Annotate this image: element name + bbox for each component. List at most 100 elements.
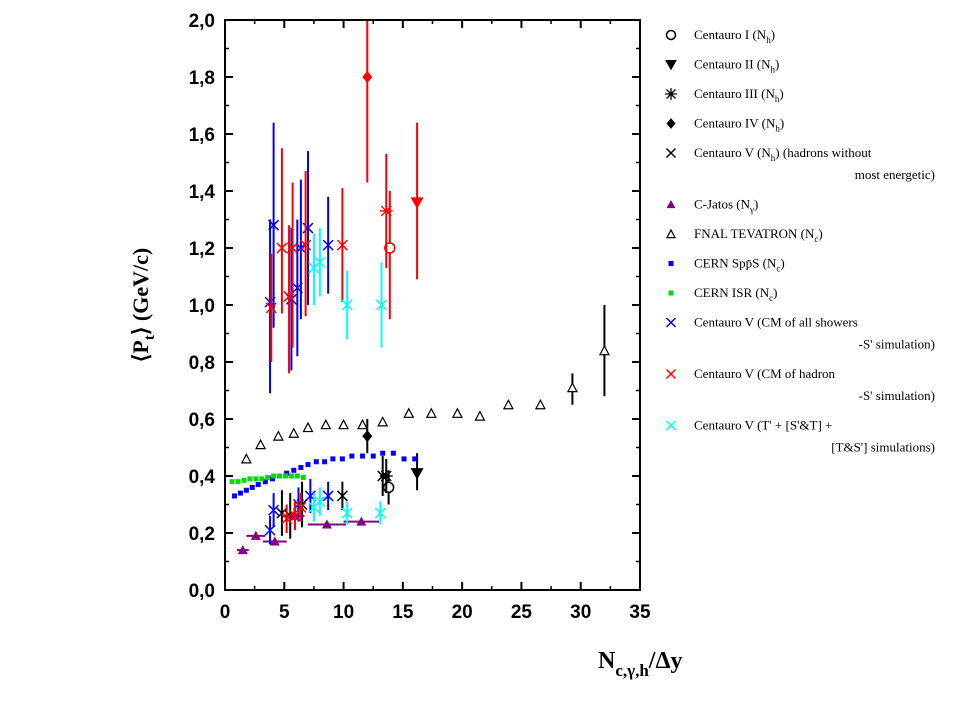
data-point [259,476,265,482]
data-point [237,490,243,496]
data-point [362,71,373,83]
y-tick-label: 1,0 [189,296,215,317]
x-tick-label: 10 [333,602,354,623]
legend-label-main: CERN Spp̄S (N [694,256,777,271]
legend-label-main: Centauro V (CM of hadron [694,366,836,381]
data-point [322,490,334,502]
y-axis-title-sub: t [142,335,158,340]
data-point [321,519,332,529]
x-axis-title-tail: /Δy [648,648,683,674]
legend-label-tail: ) [780,116,784,131]
data-point [295,501,307,513]
legend-label-sub: h [771,65,776,75]
y-tick-label: 0,0 [189,581,215,602]
legend-label-main: Centauro II (N [694,57,771,72]
legend-label-sub: c [814,234,818,244]
data-point [269,476,275,482]
data-point [410,197,424,209]
data-point [269,536,280,546]
data-point [229,479,235,485]
legend-label: CERN Spp̄S (Nc) [694,256,785,274]
data-point [271,473,277,479]
legend-marker [665,420,677,431]
plot-area [229,20,610,555]
data-point [451,407,463,418]
legend-label-tail: ) [780,256,784,271]
data-point [272,430,284,441]
data-point [235,479,241,485]
legend-marker [668,261,674,266]
legend-marker [666,200,676,209]
data-point [250,530,261,540]
data-point [287,242,299,254]
legend-label-tail: ) (hadrons without [775,145,871,160]
data-point [403,407,415,418]
legend-label-main: Centauro I (N [694,27,767,42]
data-point [322,459,328,465]
x-axis-title: Nc,γ,h/Δy [598,648,683,680]
legend-label-line2: -S' simulation) [859,388,935,403]
legend-item: Centauro V (Nh) (hadrons without most ene… [665,145,935,182]
data-point [231,493,237,499]
data-point [379,469,393,483]
legend-item: CERN ISR (Nc) [668,285,777,303]
data-point [265,302,277,314]
data-point [338,418,350,430]
data-point [247,476,253,482]
legend-item: Centauro IV (Nh) [666,116,784,134]
legend-label-sub: h [766,35,771,45]
legend-item: C-Jatos (Nγ) [666,197,758,215]
legend-marker [665,29,677,41]
data-point [313,459,319,465]
data-point [374,507,386,519]
legend-label-sub: γ [749,205,754,215]
legend-label-tail: ) [818,226,822,241]
data-point [300,474,306,480]
data-point [382,481,395,494]
x-axis-title-sub: c,γ,h [615,661,649,680]
legend-label: Centauro V (CM of all showers [694,315,858,330]
data-point [276,242,288,254]
x-tick-label: 0 [220,602,231,623]
legend-item: Centauro V (T' + [S'&T] + [T&S'] simulati… [665,418,935,455]
legend-label-sub: h [775,94,780,104]
legend-label: Centauro III (Nh) [694,86,784,104]
data-point [336,239,348,251]
data-point [305,462,311,468]
legend-item: Centauro V (CM of all showers-S' simulat… [665,315,935,352]
legend-label-tail: ) [754,197,758,212]
legend-label-tail: ) [775,57,779,72]
data-point [322,239,334,251]
legend-label-line2: -S' simulation) [859,337,935,352]
legend-marker [665,88,677,100]
legend-label-main: Centauro V (CM of all showers [694,315,858,330]
data-point [341,507,353,519]
data-point [241,477,247,483]
legend-label-sub: h [775,124,780,134]
data-point [265,474,271,480]
legend-label: Centauro IV (Nh) [694,116,784,134]
legend-label: CERN ISR (Nc) [694,285,777,303]
data-point [534,398,546,410]
legend-item: Centauro II (Nh) [665,57,779,75]
y-tick-label: 1,6 [189,125,215,146]
data-point [268,504,280,516]
legend-label-main: Centauro III (N [694,86,775,101]
data-point [320,418,332,430]
data-point [356,516,367,526]
y-axis-title: ⟨Pt⟩ (GeV/c) [128,248,158,362]
data-point [298,464,304,470]
y-tick-label: 0,6 [189,410,215,431]
legend-label: Centauro V (CM of hadron [694,366,836,381]
legend-label: FNAL TEVATRON (Nc) [694,226,823,244]
data-point [566,381,578,393]
legend-marker [665,368,677,380]
data-point [262,479,268,485]
data-point [379,204,393,218]
legend-item: Centauro V (CM of hadron -S' simulation) [665,366,935,403]
data-point [598,344,610,356]
data-point [281,513,293,525]
data-point [253,476,259,482]
